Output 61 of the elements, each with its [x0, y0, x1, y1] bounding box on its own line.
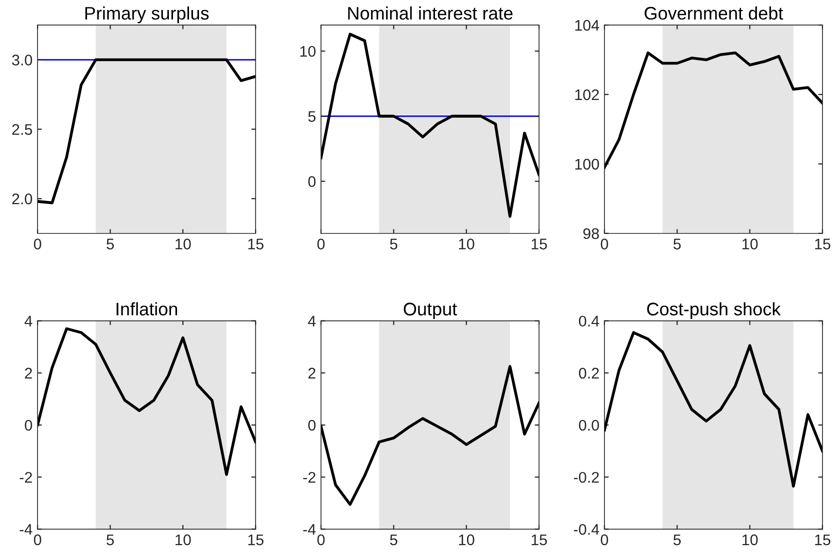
x-tick-label: 5: [390, 534, 398, 546]
y-tick-label: 4: [308, 316, 316, 326]
y-tick-label: 5: [308, 111, 316, 122]
x-tick-label: 0: [34, 238, 42, 250]
x-tick-label: 5: [106, 534, 114, 546]
x-tick-label: 15: [248, 534, 264, 546]
x-tick-label: 0: [34, 534, 42, 546]
y-tick-label: 2.5: [12, 124, 32, 135]
chart-title: Output: [404, 302, 457, 320]
x-tick-label: 10: [176, 534, 191, 546]
line-series: [604, 51, 822, 169]
x-tick-label: 10: [459, 534, 474, 546]
line-series: [321, 365, 540, 506]
y-tick-label: 100: [575, 158, 599, 170]
y-tick-label: -0.2: [574, 472, 599, 483]
line-series: [38, 58, 256, 204]
y-tick-label: 3.0: [12, 54, 32, 66]
x-tick-label: 10: [742, 238, 758, 250]
line-series: [38, 327, 256, 476]
x-tick-label: 5: [106, 238, 114, 250]
x-tick-label: 15: [532, 534, 547, 546]
line-series: [321, 32, 540, 218]
y-tick-label: 104: [575, 20, 600, 31]
y-tick-label: 102: [575, 89, 599, 100]
y-tick-label: -0.4: [574, 524, 600, 535]
chart-title: Nominal interest rate: [348, 6, 513, 20]
chart-title: Cost-push shock: [647, 302, 781, 320]
x-tick-label: 0: [317, 534, 325, 546]
x-tick-label: 5: [673, 238, 681, 250]
y-tick-label: 0.0: [578, 420, 599, 431]
y-tick-label: -2: [20, 472, 32, 483]
y-tick-label: 0: [308, 176, 316, 187]
y-tick-label: 0.4: [578, 316, 600, 327]
x-tick-label: 0: [317, 238, 325, 250]
x-tick-label: 0: [600, 238, 608, 250]
y-tick-label: 2.0: [12, 194, 32, 204]
x-tick-label: 5: [673, 534, 681, 546]
x-tick-label: 10: [742, 534, 758, 546]
x-tick-label: 0: [600, 534, 608, 546]
y-tick-label: 2: [24, 368, 32, 378]
x-tick-label: 5: [390, 238, 398, 250]
y-tick-label: 2: [308, 368, 316, 378]
x-tick-label: 15: [532, 238, 547, 250]
y-tick-label: 98: [583, 228, 599, 240]
x-tick-label: 10: [459, 238, 474, 250]
y-tick-label: 4: [24, 316, 32, 326]
y-tick-label: 10: [300, 46, 316, 57]
y-tick-label: -4: [303, 524, 316, 535]
chart-title: Inflation: [116, 302, 178, 316]
y-tick-label: -4: [20, 524, 32, 535]
x-tick-label: 15: [815, 238, 830, 250]
y-tick-label: 0: [308, 420, 316, 431]
x-tick-label: 15: [815, 534, 830, 546]
y-tick-label: 0: [24, 420, 32, 431]
x-tick-label: 10: [176, 238, 191, 250]
y-tick-label: 0.2: [578, 368, 599, 379]
chart-title: Primary surplus: [85, 6, 209, 24]
chart-title: Government debt: [644, 6, 784, 20]
line-series: [604, 331, 822, 488]
y-tick-label: -2: [303, 472, 316, 483]
x-tick-label: 15: [248, 238, 264, 250]
